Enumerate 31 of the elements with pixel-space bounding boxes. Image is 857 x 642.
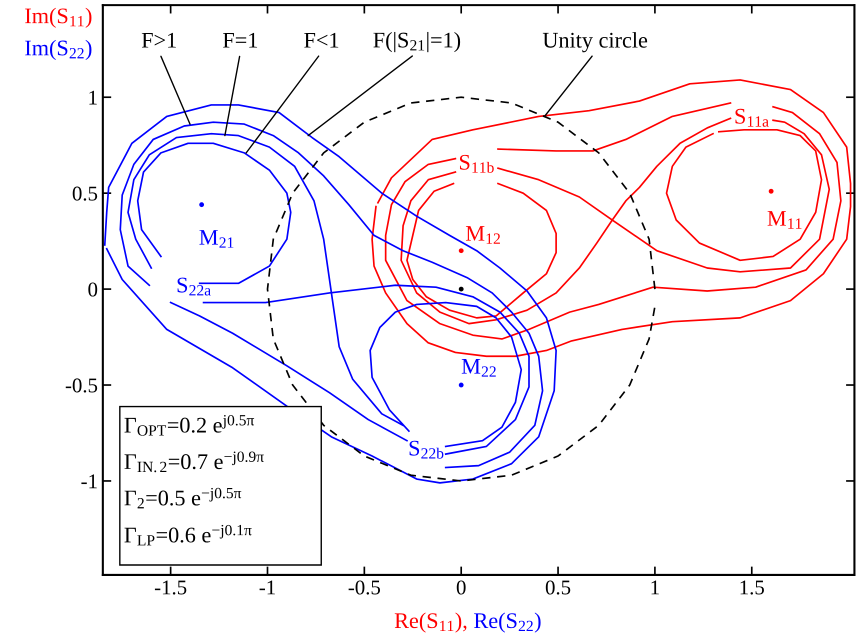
- annotation: S$_{11b}$: [460, 154, 494, 173]
- y-tick-label: -0.5: [66, 378, 98, 393]
- annotation: M$_{21}$: [199, 230, 234, 248]
- y-tick-label: 0: [88, 282, 98, 297]
- x-tick-label: 0: [456, 580, 466, 594]
- y-tick-label: 1: [89, 90, 97, 104]
- x-tick-label: -1.5: [154, 580, 186, 595]
- annotation: Γ$_{2}$=0.5 e$^{−j0.5π}$: [124, 488, 242, 508]
- y-tick-label: -1: [81, 474, 97, 488]
- annotation: F>1: [142, 32, 176, 48]
- x-tick-label: 1.5: [740, 580, 764, 595]
- annotation: Γ$_{OPT}$=0.2 e$^{j0.5π}$: [124, 414, 254, 436]
- annotation: M$_{12}$: [466, 226, 500, 244]
- annotation: F<1: [304, 32, 338, 48]
- x-tick-label: -0.5: [348, 580, 380, 595]
- annotation: F=1: [223, 32, 258, 48]
- annotation: F(|S$_{21}$|=1): [373, 32, 460, 52]
- annotation: M$_{11}$: [768, 211, 802, 229]
- annotation: Γ$_{LP}$=0.6 e$^{−j0.1π}$: [124, 524, 252, 546]
- y-axis-title: Im(S$_{11}$) Im(S$_{22}$): [25, 8, 92, 60]
- x-tick-label: 1: [652, 580, 659, 594]
- x-tick-label: 0.5: [546, 580, 570, 595]
- x-axis-title: Re(S$_{11}$), Re(S$_{22}$): [394, 612, 541, 633]
- x-tick-label: -1: [260, 580, 275, 594]
- annotation: M$_{22}$: [462, 359, 496, 377]
- annotation: Γ$_{IN.2}$=0.7 e$^{−j0.9π}$: [124, 451, 264, 472]
- annotation: S$_{11a}$: [735, 108, 769, 127]
- y-tick-label: 0.5: [72, 186, 98, 201]
- annotation: Unity circle: [542, 32, 648, 52]
- annotation: S$_{22b}$: [410, 440, 444, 459]
- annotation: S$_{22a}$: [178, 278, 211, 296]
